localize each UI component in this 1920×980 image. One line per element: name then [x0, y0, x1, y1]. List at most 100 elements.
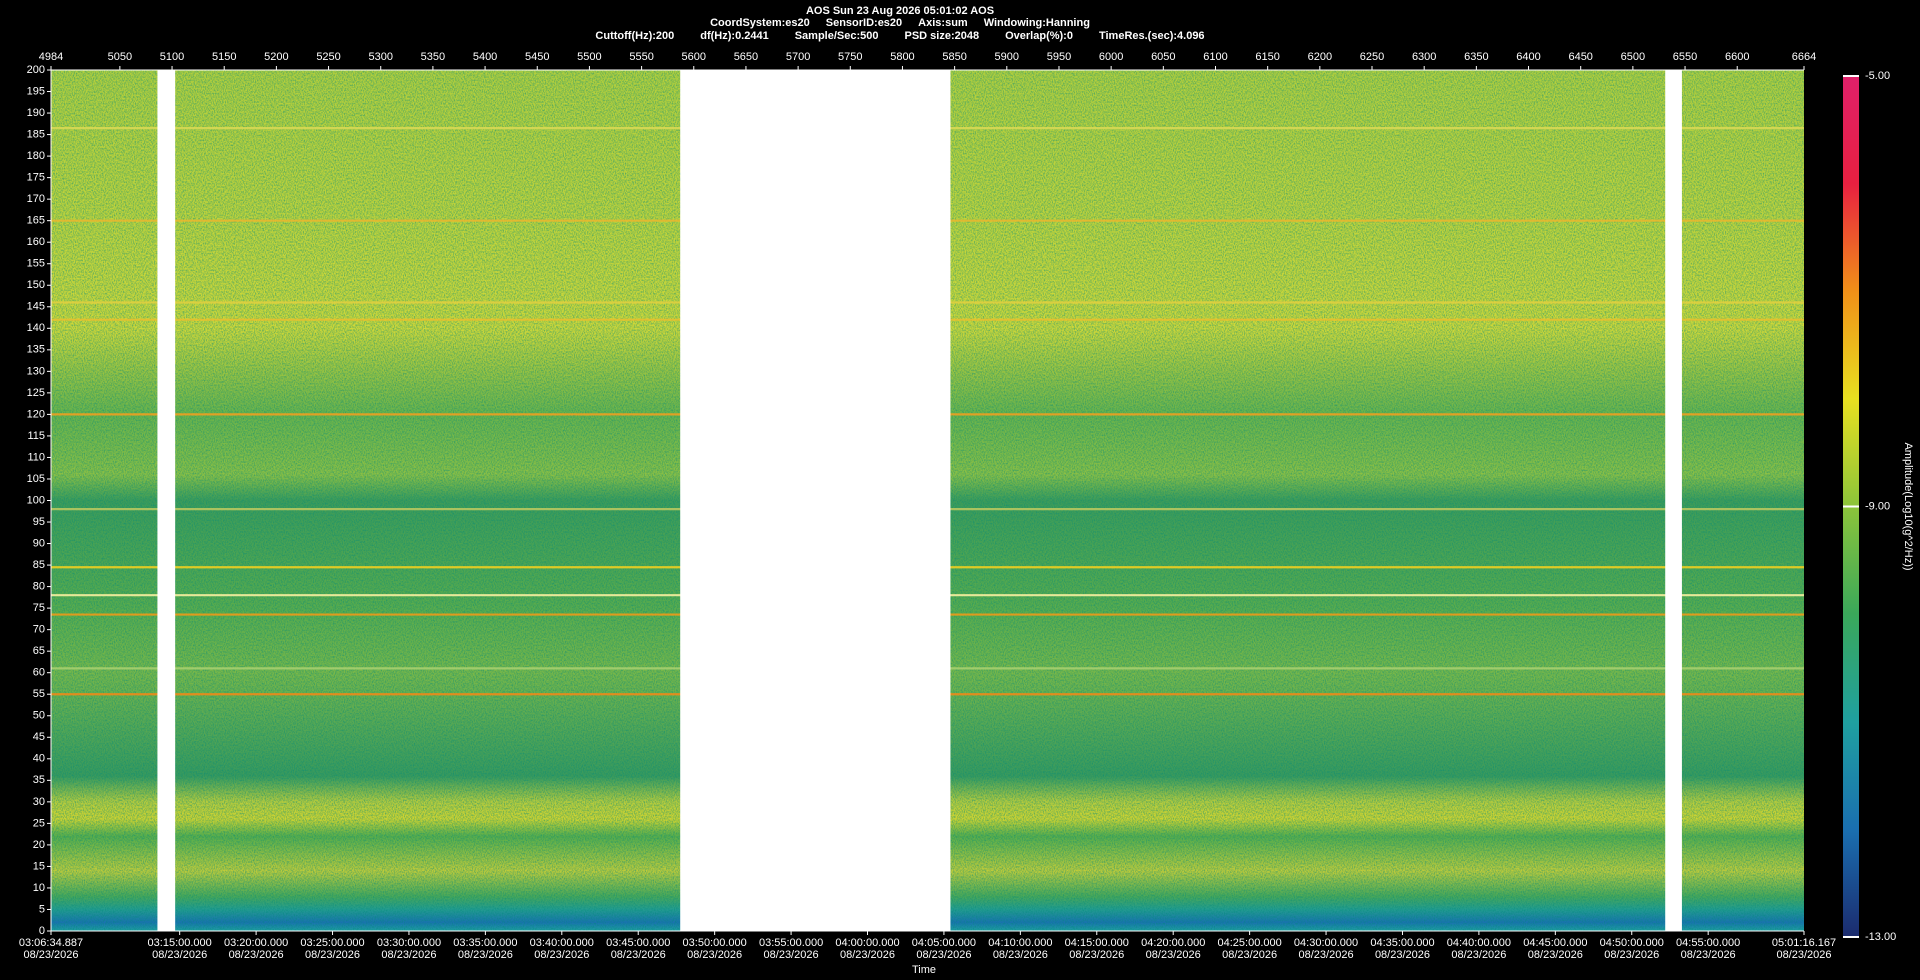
x2-tick-label: 5100 [160, 51, 184, 63]
header-item: Overlap(%):0 [1005, 30, 1073, 42]
y-tick-label: 20 [33, 839, 45, 851]
x2-tick-label: 6350 [1464, 51, 1488, 63]
header-item: TimeRes.(sec):4.096 [1099, 30, 1205, 42]
plot-area [51, 70, 1804, 931]
colorbar-tick-label: -5.00 [1865, 70, 1890, 82]
x2-tick-label: 5750 [838, 51, 862, 63]
x-axis-label: Time [912, 964, 936, 976]
x-tick-label: 03:15:00.000 [148, 937, 212, 949]
x2-tick-label: 5800 [890, 51, 914, 63]
x-tick-label: 04:15:00.000 [1065, 937, 1129, 949]
y-tick-label: 125 [27, 387, 45, 399]
y-tick-label: 175 [27, 172, 45, 184]
y-tick-label: 60 [33, 667, 45, 679]
x2-tick-label: 6000 [1099, 51, 1123, 63]
x2-tick-label: 6200 [1308, 51, 1332, 63]
x-tick-date: 08/23/2026 [23, 949, 78, 961]
y-tick-label: 200 [27, 64, 45, 76]
colorbar-tick-label: -9.00 [1865, 500, 1890, 512]
y-tick-label: 30 [33, 796, 45, 808]
x-tick-label: 04:50:00.000 [1600, 937, 1664, 949]
x-tick-date: 08/23/2026 [687, 949, 742, 961]
y-tick-label: 110 [27, 451, 45, 463]
header-item: Sample/Sec:500 [795, 30, 879, 42]
header-item: df(Hz):0.2441 [700, 30, 768, 42]
x2-tick-label: 5550 [629, 51, 653, 63]
x-tick-label: 04:05:00.000 [912, 937, 976, 949]
x-tick-label: 04:00:00.000 [835, 937, 899, 949]
y-tick-label: 165 [27, 215, 45, 227]
x-tick-date: 08/23/2026 [1069, 949, 1124, 961]
y-tick-label: 190 [27, 107, 45, 119]
y-tick-label: 160 [27, 236, 45, 248]
x2-tick-label: 6400 [1516, 51, 1540, 63]
y-tick-label: 170 [27, 193, 45, 205]
data-gap [157, 70, 176, 931]
x-tick-date: 08/23/2026 [1146, 949, 1201, 961]
header-item: Windowing:Hanning [984, 17, 1090, 29]
y-tick-label: 120 [27, 408, 45, 420]
x-tick-date: 08/23/2026 [611, 949, 666, 961]
x-tick-date: 08/23/2026 [1681, 949, 1736, 961]
x-tick-label: 03:25:00.000 [300, 937, 364, 949]
y-tick-label: 155 [27, 258, 45, 270]
x2-tick-label: 6150 [1255, 51, 1279, 63]
x-tick-date: 08/23/2026 [229, 949, 284, 961]
x2-tick-label: 6300 [1412, 51, 1436, 63]
x-tick-date: 08/23/2026 [1299, 949, 1354, 961]
x2-tick-label: 5350 [421, 51, 445, 63]
x2-tick-label: 5600 [682, 51, 706, 63]
x-tick-label: 03:55:00.000 [759, 937, 823, 949]
x-tick-date: 08/23/2026 [152, 949, 207, 961]
x2-tick-label: 6250 [1360, 51, 1384, 63]
x2-tick-label: 6550 [1673, 51, 1697, 63]
x-tick-label: 03:50:00.000 [683, 937, 747, 949]
x2-tick-label: 6450 [1568, 51, 1592, 63]
x-tick-label: 04:35:00.000 [1370, 937, 1434, 949]
x-tick-label: 05:01:16.167 [1772, 937, 1836, 949]
y-tick-label: 195 [27, 85, 45, 97]
colorbar-tick-label: -13.00 [1865, 931, 1896, 943]
x-tick-date: 08/23/2026 [305, 949, 360, 961]
y-tick-label: 10 [33, 882, 45, 894]
x-tick-date: 08/23/2026 [534, 949, 589, 961]
data-gap [1665, 70, 1682, 931]
x2-tick-label: 5500 [577, 51, 601, 63]
x2-tick-label: 5650 [734, 51, 758, 63]
y-tick-label: 130 [27, 365, 45, 377]
y-tick-label: 25 [33, 817, 45, 829]
y-tick-label: 90 [33, 537, 45, 549]
x-tick-date: 08/23/2026 [1451, 949, 1506, 961]
y-tick-label: 100 [27, 494, 45, 506]
x-tick-date: 08/23/2026 [1375, 949, 1430, 961]
x2-tick-label: 6600 [1725, 51, 1749, 63]
x2-tick-label: 5250 [316, 51, 340, 63]
x2-tick-label: 5200 [264, 51, 288, 63]
x-tick-label: 04:10:00.000 [988, 937, 1052, 949]
x2-tick-label: 6100 [1203, 51, 1227, 63]
x-tick-date: 08/23/2026 [1776, 949, 1831, 961]
x2-tick-label: 6500 [1621, 51, 1645, 63]
x-tick-date: 08/23/2026 [458, 949, 513, 961]
header-title: AOS Sun 23 Aug 2026 05:01:02 AOS [806, 5, 994, 17]
x2-tick-label: 5150 [212, 51, 236, 63]
x-tick-date: 08/23/2026 [1604, 949, 1659, 961]
x2-tick-label: 5900 [995, 51, 1019, 63]
x2-tick-label: 6664 [1792, 51, 1816, 63]
x-tick-label: 04:40:00.000 [1447, 937, 1511, 949]
x2-tick-label: 5400 [473, 51, 497, 63]
y-tick-label: 95 [33, 516, 45, 528]
x-tick-date: 08/23/2026 [840, 949, 895, 961]
x-tick-date: 08/23/2026 [1528, 949, 1583, 961]
y-tick-label: 0 [39, 925, 45, 937]
y-tick-label: 70 [33, 624, 45, 636]
x-tick-label: 03:35:00.000 [453, 937, 517, 949]
x-tick-label: 03:20:00.000 [224, 937, 288, 949]
y-tick-label: 75 [33, 602, 45, 614]
x-tick-label: 04:30:00.000 [1294, 937, 1358, 949]
y-tick-label: 40 [33, 753, 45, 765]
x-tick-label: 03:30:00.000 [377, 937, 441, 949]
axes: 0 5 10 15 20 25 30 35 40 45 50 55 60 65 70 75 80 85 90 95 10… [19, 51, 1836, 976]
x-tick-label: 04:45:00.000 [1523, 937, 1587, 949]
y-tick-label: 115 [27, 430, 45, 442]
